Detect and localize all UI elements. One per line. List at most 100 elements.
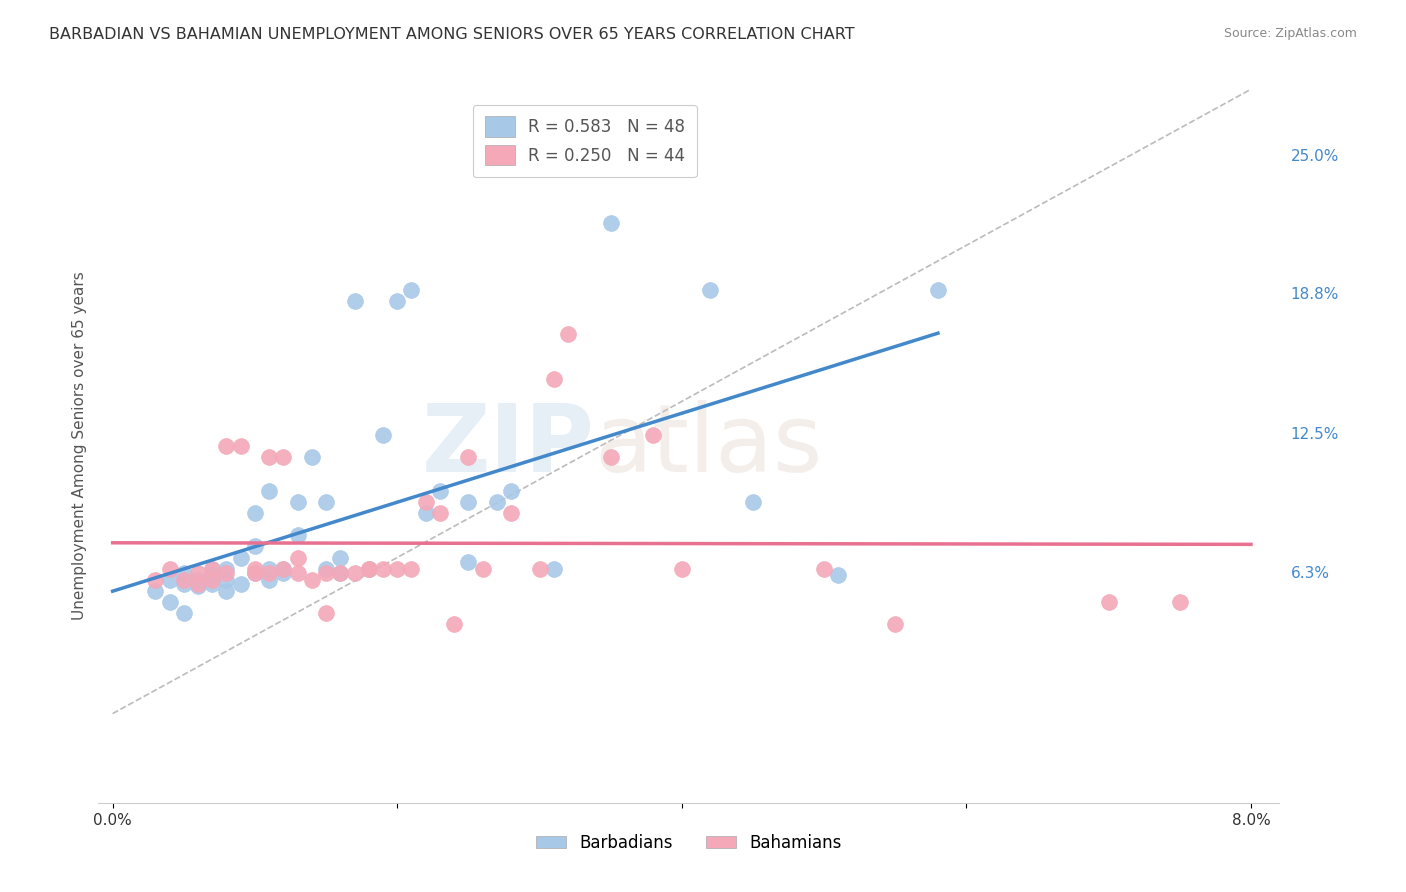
Point [827,568,849,582]
Point [499,506,522,520]
Point [273,566,295,581]
Point [243,566,266,581]
Point [287,494,309,508]
Point [257,483,280,498]
Point [485,494,508,508]
Point [287,528,309,542]
Point [215,439,238,453]
Point [143,583,166,598]
Text: 18.8%: 18.8% [1291,287,1339,301]
Point [357,562,380,576]
Point [187,573,209,587]
Point [143,573,166,587]
Point [599,216,621,230]
Text: Source: ZipAtlas.com: Source: ZipAtlas.com [1223,27,1357,40]
Text: atlas: atlas [595,400,823,492]
Point [287,550,309,565]
Point [243,562,266,576]
Point [215,583,238,598]
Point [287,566,309,581]
Point [201,573,224,587]
Point [187,577,209,591]
Point [329,566,352,581]
Point [243,566,266,581]
Point [243,506,266,520]
Point [201,562,224,576]
Point [387,293,409,308]
Point [301,573,323,587]
Point [257,450,280,464]
Point [599,450,621,464]
Point [159,573,181,587]
Point [329,550,352,565]
Point [471,562,494,576]
Point [273,562,295,576]
Legend: Barbadians, Bahamians: Barbadians, Bahamians [529,828,849,859]
Point [173,577,195,591]
Point [343,566,366,581]
Point [371,562,394,576]
Point [457,494,479,508]
Point [884,617,907,632]
Point [343,293,366,308]
Point [215,566,238,581]
Text: ZIP: ZIP [422,400,595,492]
Point [315,566,337,581]
Point [273,450,295,464]
Point [543,372,565,386]
Point [201,568,224,582]
Text: 6.3%: 6.3% [1291,566,1330,581]
Point [643,427,665,442]
Point [401,283,423,297]
Point [229,550,252,565]
Point [742,494,765,508]
Point [543,562,565,576]
Point [273,562,295,576]
Point [173,573,195,587]
Point [927,283,949,297]
Point [429,483,451,498]
Point [201,577,224,591]
Point [699,283,721,297]
Point [443,617,465,632]
Point [257,573,280,587]
Point [243,539,266,553]
Point [813,562,835,576]
Point [557,327,579,342]
Text: 25.0%: 25.0% [1291,149,1339,163]
Point [159,562,181,576]
Point [173,566,195,581]
Point [229,577,252,591]
Point [173,607,195,621]
Point [415,506,437,520]
Point [529,562,551,576]
Point [1168,595,1191,609]
Point [315,494,337,508]
Text: 12.5%: 12.5% [1291,427,1339,442]
Point [499,483,522,498]
Point [387,562,409,576]
Text: BARBADIAN VS BAHAMIAN UNEMPLOYMENT AMONG SENIORS OVER 65 YEARS CORRELATION CHART: BARBADIAN VS BAHAMIAN UNEMPLOYMENT AMONG… [49,27,855,42]
Point [257,566,280,581]
Point [187,580,209,594]
Point [315,562,337,576]
Point [357,562,380,576]
Point [357,562,380,576]
Point [671,562,693,576]
Point [187,566,209,581]
Point [201,562,224,576]
Point [401,562,423,576]
Point [159,595,181,609]
Point [415,494,437,508]
Point [371,427,394,442]
Point [215,573,238,587]
Point [315,607,337,621]
Point [257,562,280,576]
Point [329,566,352,581]
Point [301,450,323,464]
Point [229,439,252,453]
Point [457,450,479,464]
Point [457,555,479,569]
Point [1098,595,1121,609]
Point [215,562,238,576]
